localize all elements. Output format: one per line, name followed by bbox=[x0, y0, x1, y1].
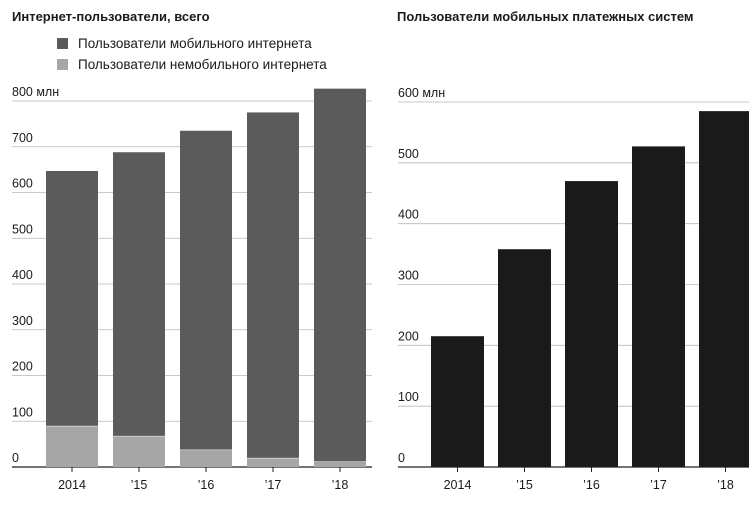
bar bbox=[314, 88, 366, 462]
x-tick-label: 2014 bbox=[58, 478, 86, 492]
y-tick-label: 200 bbox=[12, 360, 33, 374]
bar bbox=[46, 170, 98, 426]
y-tick-label: 600 млн bbox=[398, 86, 445, 100]
x-tick-label: ’16 bbox=[583, 478, 600, 492]
chart-1-internet-users: 0 100 200 300 400 500 600 700 800 млн 2014 ’15 ’16 ’… bbox=[12, 85, 372, 492]
y-tick-label: 100 bbox=[12, 405, 33, 419]
y-tick-label: 400 bbox=[398, 208, 419, 222]
bar bbox=[180, 449, 232, 467]
bar bbox=[180, 130, 232, 450]
y-tick-label: 500 bbox=[12, 222, 33, 236]
chart-2-mobile-payments: 0 100 200 300 400 500 600 млн 2014 ’15 ’16 ’17 ’18 bbox=[398, 86, 749, 492]
bar bbox=[113, 152, 165, 436]
x-tick-label: 2014 bbox=[444, 478, 472, 492]
x-tick-label: ’18 bbox=[332, 478, 349, 492]
bar bbox=[565, 181, 618, 468]
bar bbox=[113, 435, 165, 467]
chart-1-title: Интернет-пользователи, всего bbox=[12, 9, 210, 24]
y-tick-label: 300 bbox=[398, 269, 419, 283]
legend-item-nonmobile: Пользователи немобильного интернета bbox=[57, 54, 327, 75]
x-tick-label: ’16 bbox=[198, 478, 215, 492]
x-tick-label: ’17 bbox=[265, 478, 282, 492]
y-tick-label: 500 bbox=[398, 147, 419, 161]
x-tick-label: ’18 bbox=[717, 478, 734, 492]
y-tick-label: 800 млн bbox=[12, 85, 59, 99]
chart-2-title: Пользователи мобильных платежных систем bbox=[397, 9, 694, 24]
y-tick-label: 700 bbox=[12, 131, 33, 145]
legend-swatch-nonmobile bbox=[57, 59, 68, 70]
y-tick-label: 600 bbox=[12, 177, 33, 191]
bar bbox=[431, 336, 484, 467]
bar bbox=[314, 461, 366, 467]
x-tick-label: ’15 bbox=[131, 478, 148, 492]
bar bbox=[632, 146, 685, 468]
bar bbox=[46, 425, 98, 467]
x-tick-label: ’17 bbox=[650, 478, 667, 492]
legend-label-mobile: Пользователи мобильного интернета bbox=[78, 36, 312, 51]
legend-label-nonmobile: Пользователи немобильного интернета bbox=[78, 57, 327, 72]
y-tick-label: 0 bbox=[12, 451, 19, 465]
legend-swatch-mobile bbox=[57, 38, 68, 49]
x-tick-label: ’15 bbox=[516, 478, 533, 492]
bar bbox=[247, 112, 299, 458]
bar bbox=[247, 457, 299, 467]
chart-1-legend: Пользователи мобильного интернета Пользо… bbox=[57, 33, 327, 75]
y-tick-label: 300 bbox=[12, 314, 33, 328]
legend-item-mobile: Пользователи мобильного интернета bbox=[57, 33, 327, 54]
y-tick-label: 100 bbox=[398, 390, 419, 404]
bar bbox=[699, 111, 749, 467]
bar bbox=[498, 249, 551, 467]
y-tick-label: 0 bbox=[398, 451, 405, 465]
y-tick-label: 200 bbox=[398, 329, 419, 343]
y-tick-label: 400 bbox=[12, 268, 33, 282]
